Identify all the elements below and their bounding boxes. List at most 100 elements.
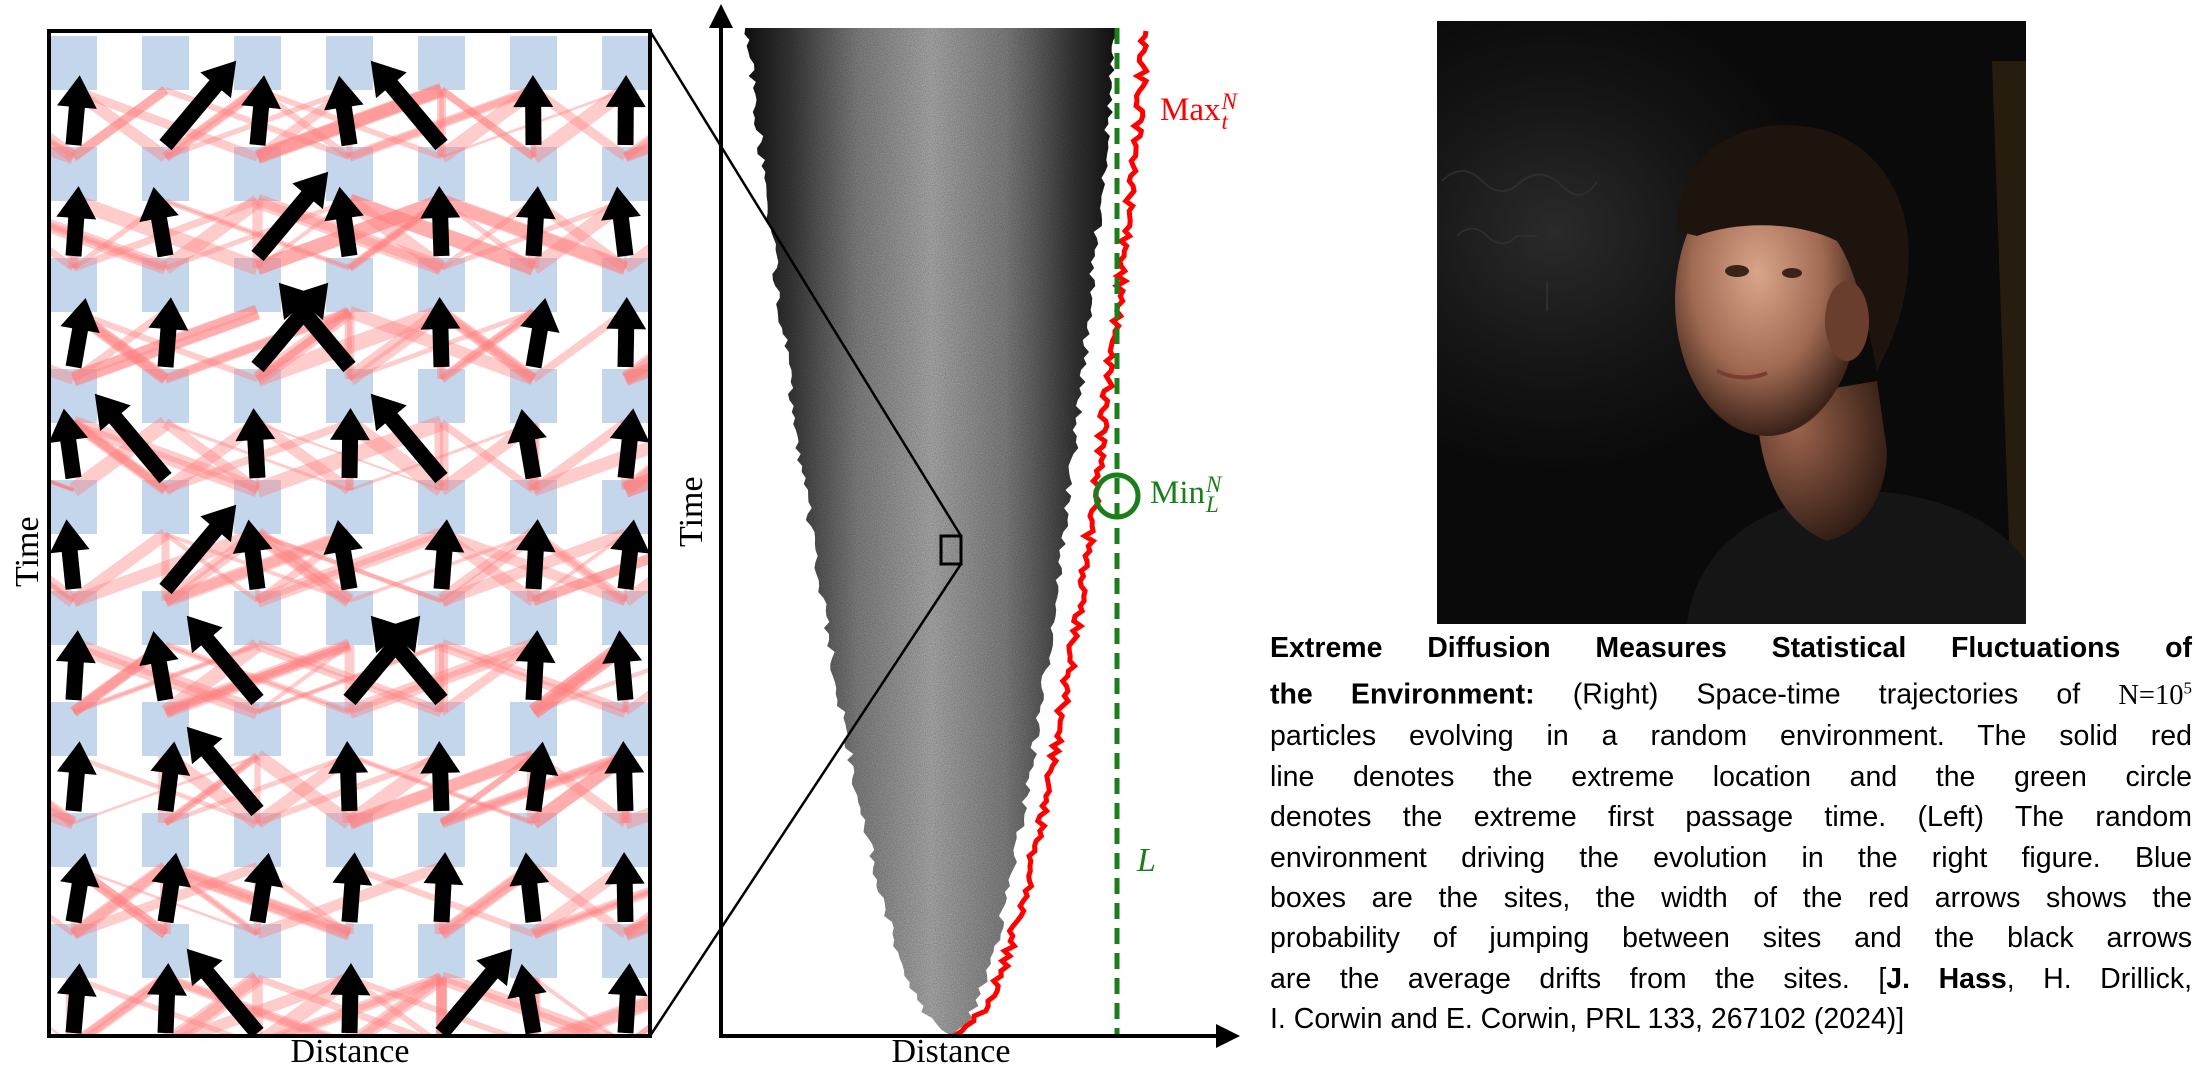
drift-arrow <box>420 297 461 368</box>
site-box <box>142 147 189 201</box>
eye <box>1725 265 1749 277</box>
site-box <box>142 480 189 534</box>
site-box <box>326 813 373 867</box>
door-frame <box>1992 61 2026 624</box>
caption-line: the Environment: (Right) Space-time traj… <box>1270 668 2192 716</box>
drift-arrow <box>509 852 550 923</box>
jump-probability-arrow <box>623 135 650 160</box>
site-box <box>234 147 281 201</box>
jump-probability-arrow <box>253 750 354 829</box>
jump-probability-arrow <box>439 86 536 161</box>
ear <box>1825 281 1869 361</box>
random-environment-lattice <box>49 36 650 1036</box>
site-box <box>50 813 97 867</box>
drift-arrow <box>518 741 559 813</box>
jump-probability-arrow <box>440 311 535 380</box>
jump-probability-arrow <box>623 689 650 716</box>
math-n: N=10 <box>2118 679 2184 711</box>
jump-probability-arrow <box>254 529 353 606</box>
site-box <box>418 924 465 978</box>
jump-probability-arrow <box>254 418 353 495</box>
site-box <box>50 147 97 201</box>
site-box <box>50 702 97 756</box>
drift-arrow <box>435 948 513 1036</box>
drift-arrow <box>328 741 369 812</box>
drift-arrow <box>370 60 448 151</box>
site-box <box>50 369 97 423</box>
environment-frame <box>47 29 652 1038</box>
y-axis-arrowhead <box>709 4 733 28</box>
jump-probability-arrow <box>78 974 169 1036</box>
drift-arrow <box>186 948 264 1036</box>
drift-arrow <box>251 282 329 373</box>
drift-arrow <box>56 963 97 1034</box>
jump-probability-arrow <box>49 912 76 937</box>
jump-probability-arrow <box>49 136 75 159</box>
site-box <box>326 591 373 645</box>
drift-arrow <box>139 187 179 258</box>
drift-arrow <box>323 519 363 591</box>
left-ylabel-wrap: Time <box>0 516 56 587</box>
jump-probability-arrow <box>163 638 352 719</box>
caption-title-cont: the Environment: <box>1270 678 1535 711</box>
zoom-connector-bottom <box>648 563 963 1037</box>
x-axis-arrowhead <box>1216 1024 1240 1048</box>
caption-line: probability of jumping between sites and… <box>1270 922 2192 955</box>
jump-probability-arrow <box>164 753 351 826</box>
jump-probability-arrow <box>254 304 445 387</box>
jump-probability-arrow <box>49 574 78 607</box>
min-label-base: Min <box>1150 475 1206 511</box>
site-box <box>326 147 373 201</box>
chalkboard-writing <box>1441 170 1598 311</box>
jump-probability-arrow <box>256 643 351 714</box>
jump-probability-arrow <box>71 419 168 494</box>
jump-probability-arrow <box>49 245 76 272</box>
jump-probability-arrow <box>253 527 354 608</box>
drift-arrow <box>604 852 645 923</box>
site-box <box>50 591 97 645</box>
drift-arrow <box>94 393 172 484</box>
jump-probability-arrow <box>49 581 75 603</box>
site-box <box>142 258 189 312</box>
site-box <box>142 369 189 423</box>
jump-probability-arrow <box>348 86 535 161</box>
caption-line: are the average drifts from the sites. [… <box>1270 959 2192 999</box>
max-label-sup: N <box>1221 89 1237 115</box>
site-box <box>510 258 557 312</box>
jump-probability-arrow <box>624 913 650 936</box>
jump-probability-arrow <box>255 639 444 718</box>
jump-probability-arrow <box>162 418 261 495</box>
drift-arrow <box>49 519 90 590</box>
jump-probability-arrow <box>69 861 170 940</box>
jump-probability-arrow <box>255 309 352 382</box>
shirt <box>1687 491 2026 624</box>
site-box <box>510 147 557 201</box>
jump-probability-arrow <box>348 421 535 492</box>
drift-arrow <box>49 408 89 480</box>
site-box <box>510 702 557 756</box>
drift-arrow <box>343 615 421 706</box>
jump-probability-arrow <box>345 195 446 274</box>
drift-arrow <box>420 186 461 257</box>
drift-arrow <box>159 60 237 151</box>
jump-probability-arrow <box>439 198 536 271</box>
drift-arrow <box>515 630 556 701</box>
eye <box>1782 268 1802 278</box>
site-box <box>50 36 97 90</box>
drift-arrow <box>330 963 371 1034</box>
jump-probability-arrow <box>164 532 259 603</box>
drift-arrow <box>324 186 364 258</box>
drift-arrow <box>423 852 464 923</box>
drift-arrow <box>151 852 192 924</box>
caption-line: Extreme Diffusion Measures Statistical F… <box>1270 628 2192 668</box>
jump-probability-arrow <box>439 753 536 826</box>
left-xlabel: Distance <box>290 1033 410 1070</box>
zoom-region-box <box>939 534 963 566</box>
drift-arrow <box>604 741 645 812</box>
jump-probability-arrow <box>623 917 650 941</box>
jump-probability-arrow <box>69 529 170 606</box>
jump-probability-arrow <box>622 910 650 938</box>
jump-probability-arrow <box>164 198 351 271</box>
jump-probability-arrow <box>530 418 629 495</box>
drift-arrow <box>609 408 650 479</box>
